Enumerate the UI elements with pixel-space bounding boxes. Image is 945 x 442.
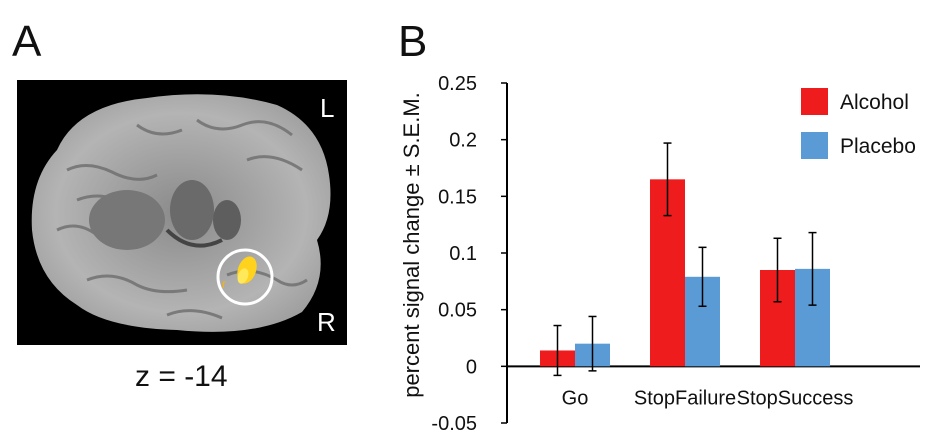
y-tick-label: 0.15 (438, 186, 477, 208)
legend-swatch-placebo (801, 132, 828, 159)
slice-caption: z = -14 (135, 360, 228, 393)
activation-label: r (222, 277, 226, 291)
bar-chart: -0.05 0 0.05 0.1 0.15 0.2 0.25 Go StopFailure Sto… (431, 73, 920, 435)
legend-label-placebo: Placebo (840, 135, 916, 158)
y-tick-label: 0.05 (438, 300, 477, 322)
y-tick-label: 0.1 (449, 243, 477, 265)
x-tick-label: StopSuccess (737, 387, 854, 409)
legend-swatch-alcohol (801, 88, 828, 115)
x-tick-label: StopFailure (634, 387, 736, 409)
y-tick-label: 0.25 (438, 73, 477, 95)
panel-b-label: B (398, 17, 428, 66)
y-tick-label: -0.05 (431, 413, 477, 435)
panel-a-label: A (12, 17, 42, 66)
left-hemisphere-marker: L (320, 93, 335, 123)
y-tick-label: 0 (466, 356, 477, 378)
right-hemisphere-marker: R (317, 307, 336, 337)
y-tick-label: 0.2 (449, 130, 477, 152)
x-tick-label: Go (562, 387, 589, 409)
legend-label-alcohol: Alcohol (840, 91, 909, 114)
brain-slice-image: r L R (17, 80, 347, 345)
